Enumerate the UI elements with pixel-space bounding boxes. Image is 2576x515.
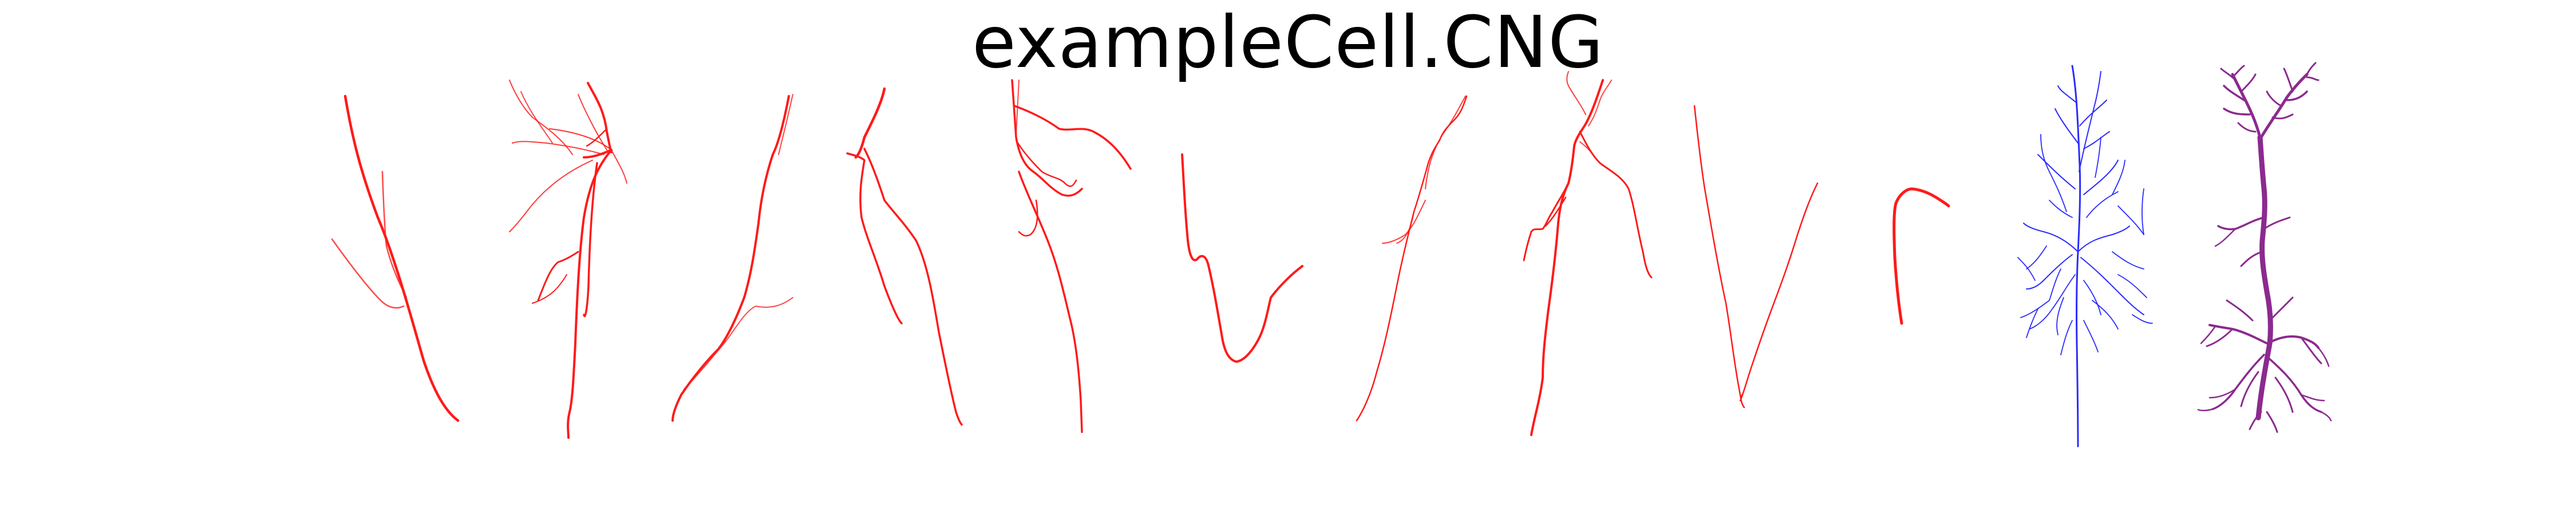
fragment-8 bbox=[1523, 71, 1653, 436]
full-neuron-blue bbox=[2017, 65, 2153, 447]
full-neuron-purple bbox=[2197, 62, 2332, 433]
fragment-4 bbox=[846, 87, 963, 426]
figure-title: exampleCell.CNG bbox=[971, 1, 1605, 84]
fragment-7 bbox=[1356, 95, 1468, 422]
fragment-3 bbox=[671, 94, 793, 422]
fragment-10 bbox=[1893, 187, 1950, 325]
fragment-6 bbox=[1181, 153, 1303, 363]
fragment-2 bbox=[509, 80, 627, 439]
fragment-5 bbox=[1011, 79, 1132, 433]
fragment-1 bbox=[331, 94, 460, 422]
fragment-9 bbox=[1693, 105, 1819, 409]
